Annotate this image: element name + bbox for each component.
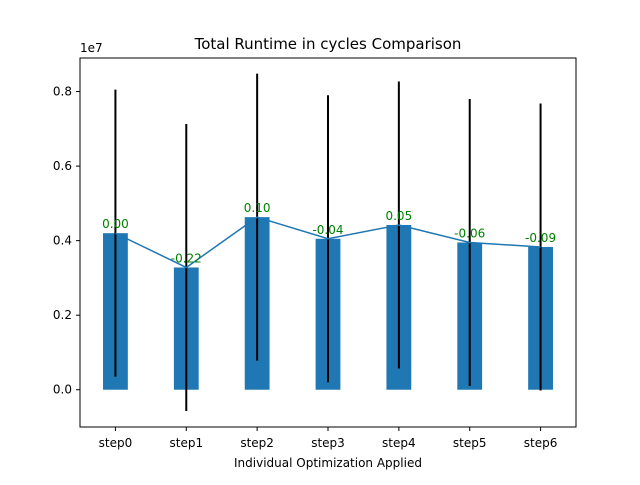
y-scale-label: 1e7 [80, 41, 103, 55]
x-tick-label-step1: step1 [169, 436, 203, 450]
x-tick-label-step3: step3 [311, 436, 345, 450]
x-axis-label: Individual Optimization Applied [234, 456, 422, 470]
chart-title: Total Runtime in cycles Comparison [194, 35, 462, 53]
data-label-step0: 0.00 [102, 217, 129, 231]
y-tick-label: 0.4 [53, 234, 72, 248]
series-line [115, 216, 541, 269]
plot-area: 0.00 -0.22 0.10 -0.04 0.05 -0.06 -0.09 0.0 0.2 0.… [53, 57, 577, 450]
data-label-step5: -0.06 [454, 227, 485, 241]
data-label-step1: -0.22 [171, 251, 202, 265]
y-tick-label: 0.6 [53, 159, 72, 173]
x-tick-label-step4: step4 [382, 436, 416, 450]
x-tick-label-step5: step5 [453, 436, 487, 450]
data-label-step3: -0.04 [312, 223, 343, 237]
y-tick-label: 0.8 [53, 85, 72, 99]
data-label-step2: 0.10 [244, 201, 271, 215]
x-tick-label-step6: step6 [524, 436, 558, 450]
data-label-step4: 0.05 [385, 209, 412, 223]
y-tick-label: 0.2 [53, 308, 72, 322]
x-tick-label-step2: step2 [240, 436, 274, 450]
y-tick-label: 0.0 [53, 383, 72, 397]
data-label-step6: -0.09 [525, 231, 556, 245]
x-tick-label-step0: step0 [99, 436, 133, 450]
